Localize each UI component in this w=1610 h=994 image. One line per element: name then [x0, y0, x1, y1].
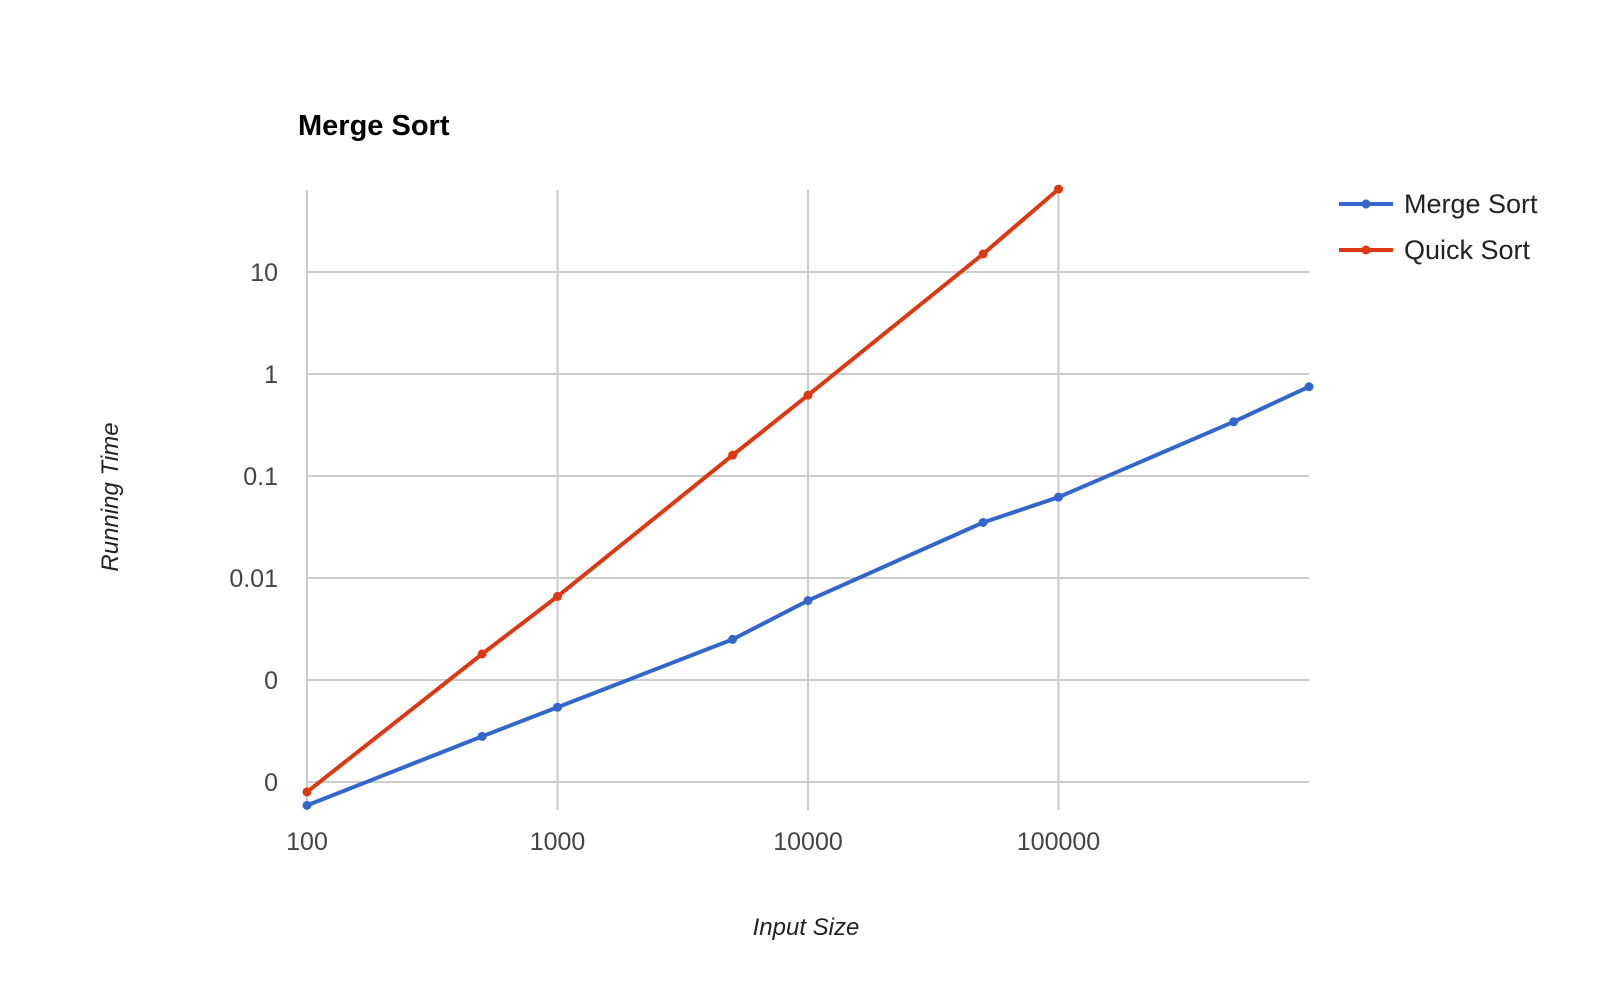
- data-point-merge-sort: [1229, 417, 1239, 427]
- series-layer: [302, 184, 1314, 810]
- y-tick-label: 0: [264, 769, 278, 797]
- x-tick-label: 1000: [530, 828, 586, 856]
- legend-marker-quick-sort: [1361, 245, 1371, 255]
- y-tick-label: 10: [250, 259, 278, 287]
- legend: Merge Sort Quick Sort: [1339, 189, 1538, 265]
- data-point-merge-sort: [803, 596, 813, 606]
- data-point-merge-sort: [553, 702, 562, 712]
- y-tick-labels: 0 0 0.01 0.1 1 10: [229, 259, 278, 797]
- data-point-merge-sort: [1304, 382, 1314, 392]
- y-tick-label: 0: [264, 667, 278, 695]
- y-tick-label: 0.01: [229, 565, 278, 593]
- data-point-quick-sort: [1054, 184, 1063, 194]
- chart-title: Merge Sort: [298, 110, 450, 142]
- data-point-quick-sort: [803, 390, 813, 400]
- data-point-merge-sort: [1054, 492, 1063, 502]
- data-point-merge-sort: [477, 731, 487, 741]
- y-axis-label: Running Time: [97, 422, 124, 571]
- series-line-quick-sort: [305, 187, 1061, 794]
- data-point-quick-sort: [553, 591, 562, 601]
- data-point-merge-sort: [728, 634, 738, 644]
- data-point-quick-sort: [477, 649, 487, 659]
- data-point-merge-sort: [978, 518, 988, 528]
- legend-label-quick-sort: Quick Sort: [1404, 235, 1531, 265]
- legend-label-merge-sort: Merge Sort: [1404, 189, 1538, 219]
- y-tick-label: 0.1: [243, 463, 278, 491]
- data-point-quick-sort: [978, 249, 988, 259]
- y-gridlines: [307, 271, 1309, 783]
- y-tick-label: 1: [264, 361, 278, 389]
- x-tick-label: 100: [286, 828, 328, 856]
- legend-marker-merge-sort: [1361, 199, 1371, 209]
- data-point-merge-sort: [302, 800, 312, 810]
- data-point-quick-sort: [728, 450, 738, 460]
- x-axis-label: Input Size: [753, 914, 860, 941]
- data-point-quick-sort: [302, 787, 312, 797]
- x-tick-label: 100000: [1017, 828, 1100, 856]
- x-tick-label: 10000: [773, 828, 843, 856]
- x-tick-labels: 100 1000 10000 100000: [286, 828, 1100, 856]
